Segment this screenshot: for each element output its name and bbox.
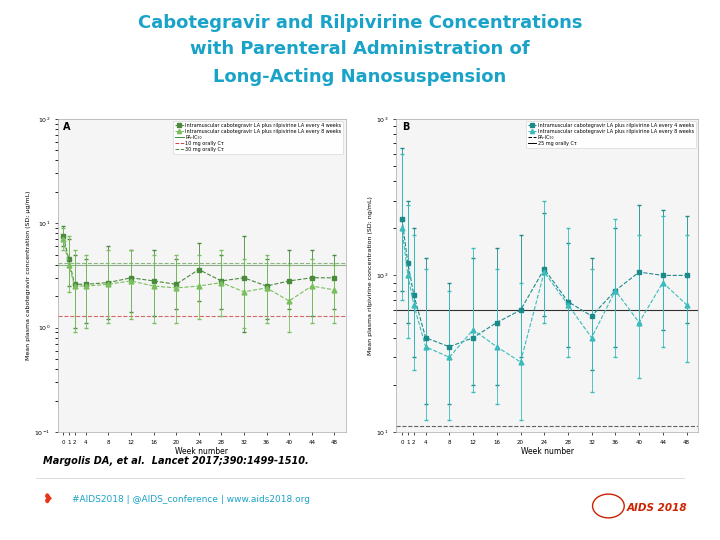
X-axis label: Week number: Week number — [175, 448, 228, 456]
Y-axis label: Mean plasma rilpivirine concentration (SD; ng/mL): Mean plasma rilpivirine concentration (S… — [368, 196, 373, 355]
Text: Long-Acting Nanosuspension: Long-Acting Nanosuspension — [213, 68, 507, 85]
Text: Cabotegravir and Rilpivirine Concentrations: Cabotegravir and Rilpivirine Concentrati… — [138, 14, 582, 31]
Text: B: B — [402, 122, 410, 132]
Y-axis label: Mean plasma cabotegravir concentration (SD; μg/mL): Mean plasma cabotegravir concentration (… — [26, 191, 31, 360]
Text: #AIDS2018 | @AIDS_conference | www.aids2018.org: #AIDS2018 | @AIDS_conference | www.aids2… — [72, 495, 310, 504]
Legend: Intramuscular cabotegravir LA plus rilpivirine LA every 4 weeks, Intramuscular c: Intramuscular cabotegravir LA plus rilpi… — [526, 122, 696, 148]
Text: AIDS 2018: AIDS 2018 — [626, 503, 687, 512]
X-axis label: Week number: Week number — [521, 448, 574, 456]
Text: with Parenteral Administration of: with Parenteral Administration of — [190, 40, 530, 58]
Text: Margolis DA, et al.  Lancet 2017;390:1499-1510.: Margolis DA, et al. Lancet 2017;390:1499… — [43, 456, 309, 467]
Legend: Intramuscular cabotegravir LA plus rilpivirine LA every 4 weeks, Intramuscular c: Intramuscular cabotegravir LA plus rilpi… — [173, 122, 343, 154]
Text: A: A — [63, 122, 71, 132]
Text: ❥: ❥ — [43, 493, 54, 506]
